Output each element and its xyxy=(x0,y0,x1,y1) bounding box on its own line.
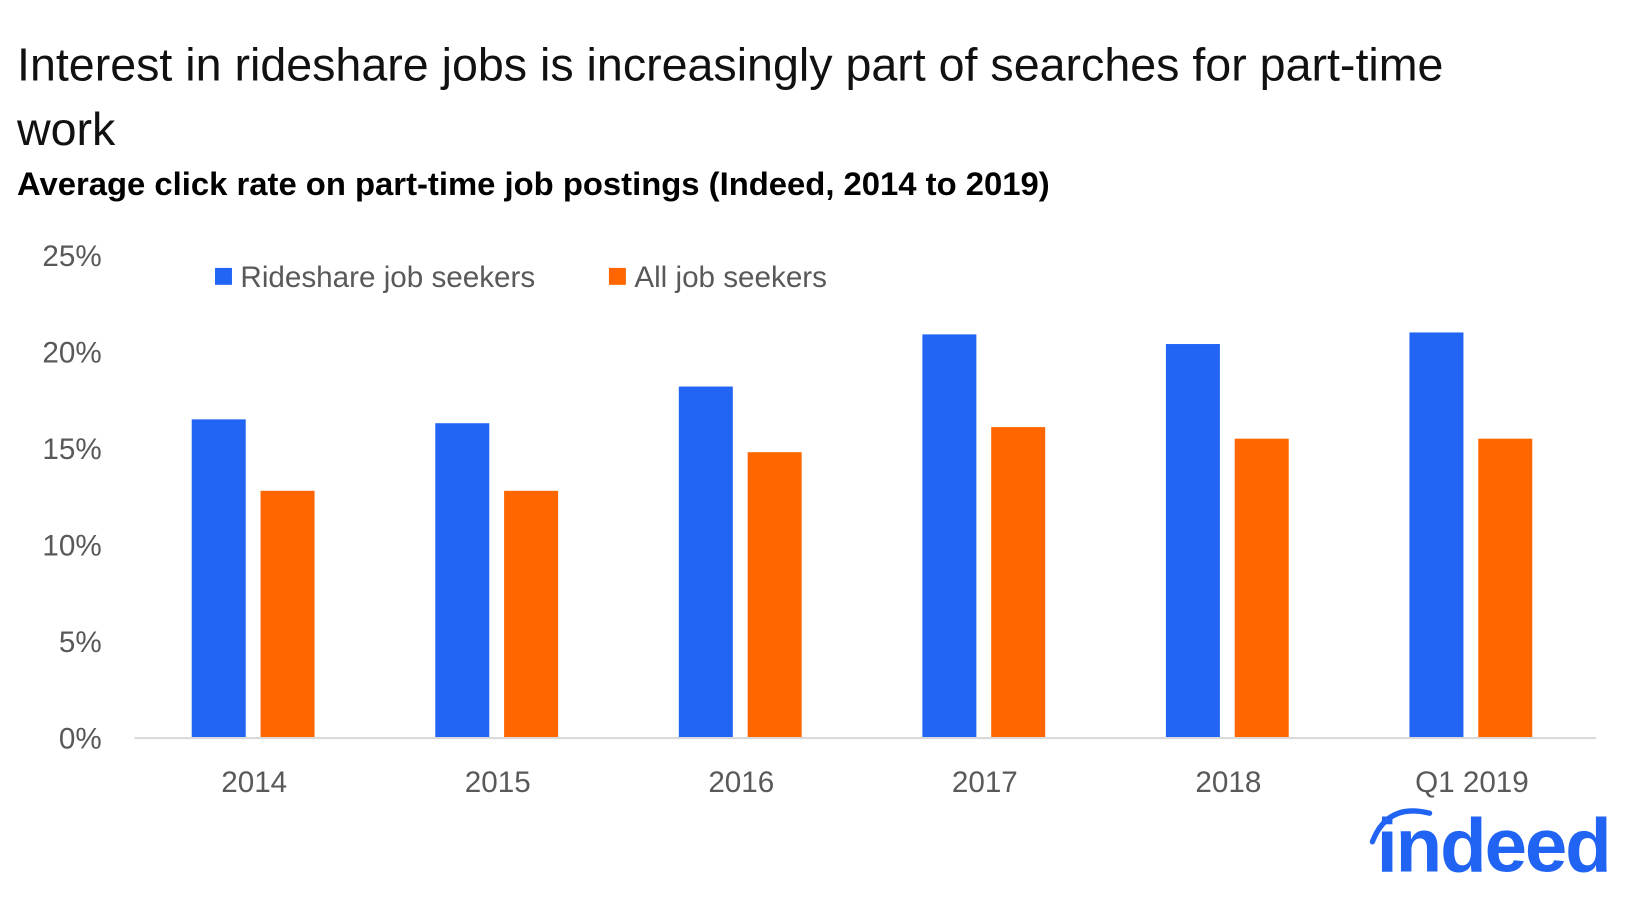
legend-swatch-rideshare xyxy=(215,267,232,285)
x-tick-label: 2017 xyxy=(952,766,1018,799)
bar-rideshare-2018 xyxy=(1165,344,1220,739)
y-axis: 0% 5% 10% 15% 20% 25% xyxy=(42,240,101,756)
x-tick-label: 2016 xyxy=(708,766,774,799)
logo-arc xyxy=(1369,808,1433,845)
y-tick-label: 0% xyxy=(59,723,102,756)
chart-subtitle: Average click rate on part-time job post… xyxy=(17,165,1050,202)
bar-rideshare-2014 xyxy=(191,419,246,739)
bar-rideshare-2016 xyxy=(678,386,733,739)
legend-swatch-all xyxy=(608,267,626,285)
bar-all-2014 xyxy=(260,490,315,739)
y-tick-label: 25% xyxy=(42,240,101,273)
legend: Rideshare job seekers All job seekers xyxy=(215,261,827,294)
logo-text: indeed xyxy=(1377,803,1610,888)
y-tick-label: 10% xyxy=(42,529,101,562)
x-tick-label: 2015 xyxy=(465,766,531,799)
y-tick-label: 15% xyxy=(42,433,101,466)
x-tick-label: 2018 xyxy=(1195,766,1261,799)
legend-label-all: All job seekers xyxy=(634,261,827,294)
bar-rideshare-2015 xyxy=(435,423,490,739)
chart-title-line2: work xyxy=(16,103,116,155)
indeed-logo: indeed xyxy=(1369,803,1612,888)
bar-all-2018 xyxy=(1234,438,1289,739)
bars xyxy=(191,332,1533,739)
bar-rideshare-2017 xyxy=(922,334,977,739)
chart-title-line1: Interest in rideshare jobs is increasing… xyxy=(17,38,1443,90)
legend-label-rideshare: Rideshare job seekers xyxy=(240,261,535,294)
bar-all-2015 xyxy=(504,490,559,739)
y-tick-label: 5% xyxy=(59,626,102,659)
bar-all-2016 xyxy=(747,452,802,739)
x-tick-label: Q1 2019 xyxy=(1415,766,1529,799)
y-tick-label: 20% xyxy=(42,336,101,369)
x-axis: 2014 2015 2016 2017 2018 Q1 2019 xyxy=(221,766,1529,799)
bar-all-q1-2019 xyxy=(1478,438,1533,739)
x-tick-label: 2014 xyxy=(221,766,287,799)
bar-all-2017 xyxy=(991,427,1046,739)
bar-rideshare-q1-2019 xyxy=(1409,332,1464,739)
